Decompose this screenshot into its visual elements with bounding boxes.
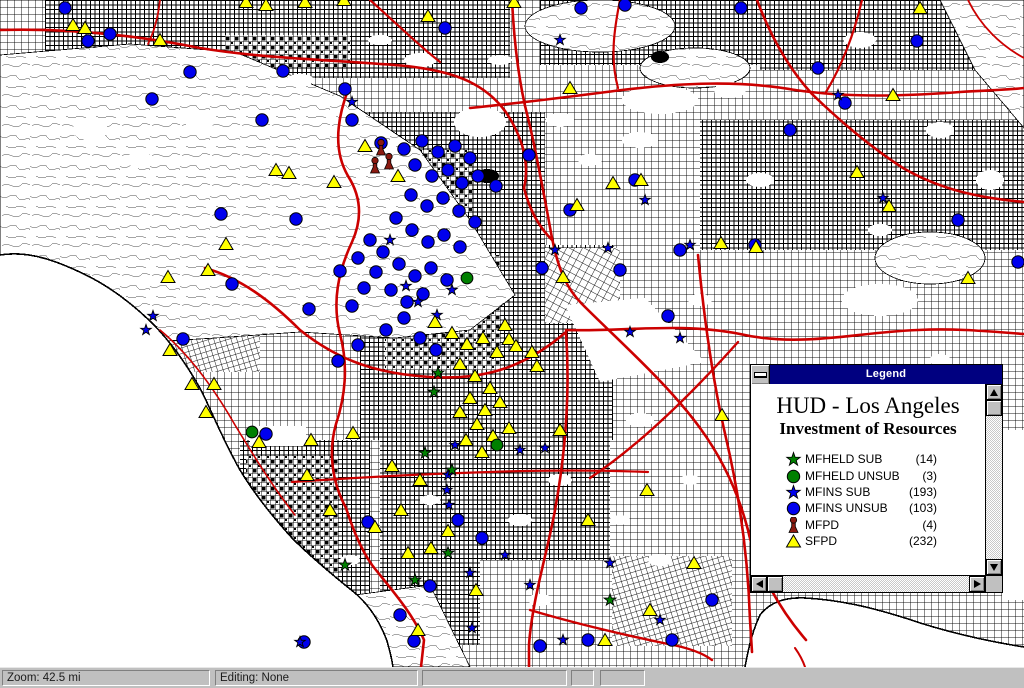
legend-horizontal-scrollbar[interactable] — [751, 575, 985, 592]
mfheld-sub-markers — [337, 365, 618, 607]
legend-map-subtitle: Investment of Resources — [779, 419, 957, 438]
horizontal-scroll-track[interactable] — [783, 576, 969, 592]
status-panel-5 — [600, 670, 645, 686]
legend-item[interactable]: MFHELD UNSUB (3) — [785, 467, 937, 483]
street-map-canvas[interactable] — [0, 0, 1024, 667]
mfheld-unsub-markers — [245, 271, 504, 452]
legend-titlebar[interactable]: Legend — [751, 365, 1002, 384]
legend-item[interactable]: SFPD (232) — [785, 533, 937, 549]
scrollbar-corner — [985, 575, 1002, 592]
horizontal-scroll-thumb[interactable] — [767, 576, 783, 592]
yellow-triangle-icon — [785, 533, 802, 549]
down-arrow-icon — [990, 563, 998, 571]
legend-window-title: Legend — [865, 368, 907, 380]
legend-item-label: MFPD — [805, 517, 839, 532]
mfpd-markers — [369, 138, 395, 174]
legend-item-count: (193) — [908, 484, 937, 499]
green-star-icon — [785, 451, 802, 467]
left-arrow-icon — [755, 580, 763, 588]
legend-item-count: (3) — [922, 468, 937, 483]
blue-circle-icon — [785, 500, 802, 516]
scroll-right-button[interactable] — [969, 576, 985, 592]
scroll-left-button[interactable] — [751, 576, 767, 592]
red-pin-icon — [785, 516, 802, 533]
legend-item-count: (232) — [908, 534, 937, 549]
map-markers — [58, 0, 1024, 653]
legend-item[interactable]: MFHELD SUB (14) — [785, 451, 937, 467]
legend-item[interactable]: MFINS UNSUB (103) — [785, 500, 937, 516]
legend-item-label: MFHELD SUB — [805, 452, 883, 467]
legend-body: HUD - Los Angeles Investment of Resource… — [751, 384, 1002, 592]
map-viewport[interactable] — [0, 0, 1024, 667]
mfins-unsub-markers — [58, 0, 1024, 653]
mfins-sub-markers — [139, 33, 890, 648]
legend-item-count: (4) — [922, 517, 937, 532]
vertical-scroll-track[interactable] — [986, 416, 1002, 559]
green-circle-icon — [785, 468, 802, 484]
legend-item-count: (14) — [915, 452, 937, 467]
control-menu-dash-icon — [753, 371, 767, 378]
scroll-up-button[interactable] — [986, 384, 1002, 400]
up-arrow-icon — [990, 388, 998, 396]
legend-item-label: MFHELD UNSUB — [805, 468, 900, 483]
legend-item[interactable]: MFINS SUB (193) — [785, 484, 937, 500]
status-panel-3 — [422, 670, 567, 686]
highways — [0, 0, 1024, 667]
legend-items: MFHELD SUB (14) MFHELD UNSUB (3) MFINS SUB (1… — [785, 451, 937, 549]
legend-content: HUD - Los Angeles Investment of Resource… — [751, 384, 985, 575]
vertical-scroll-thumb[interactable] — [986, 400, 1002, 416]
legend-item-label: MFINS SUB — [805, 484, 871, 499]
status-bar: Zoom: 42.5 mi Editing: None — [0, 667, 1024, 688]
right-arrow-icon — [973, 580, 981, 588]
legend-map-title: HUD - Los Angeles — [776, 393, 960, 418]
legend-item-count: (103) — [908, 501, 937, 516]
legend-window: Legend HUD - Los Angeles Investment of R… — [750, 364, 1003, 593]
blue-star-icon — [785, 484, 802, 500]
window-control-menu-button[interactable] — [751, 365, 770, 384]
sfpd-markers — [65, 0, 976, 646]
scroll-down-button[interactable] — [986, 559, 1002, 575]
legend-item-label: SFPD — [805, 534, 838, 549]
legend-vertical-scrollbar[interactable] — [985, 384, 1002, 575]
status-zoom-panel: Zoom: 42.5 mi — [2, 670, 210, 686]
status-panel-4 — [571, 670, 594, 686]
ocean-water — [0, 253, 1024, 667]
status-editing-panel: Editing: None — [215, 670, 418, 686]
legend-item-label: MFINS UNSUB — [805, 501, 888, 516]
legend-item[interactable]: MFPD (4) — [785, 516, 937, 533]
